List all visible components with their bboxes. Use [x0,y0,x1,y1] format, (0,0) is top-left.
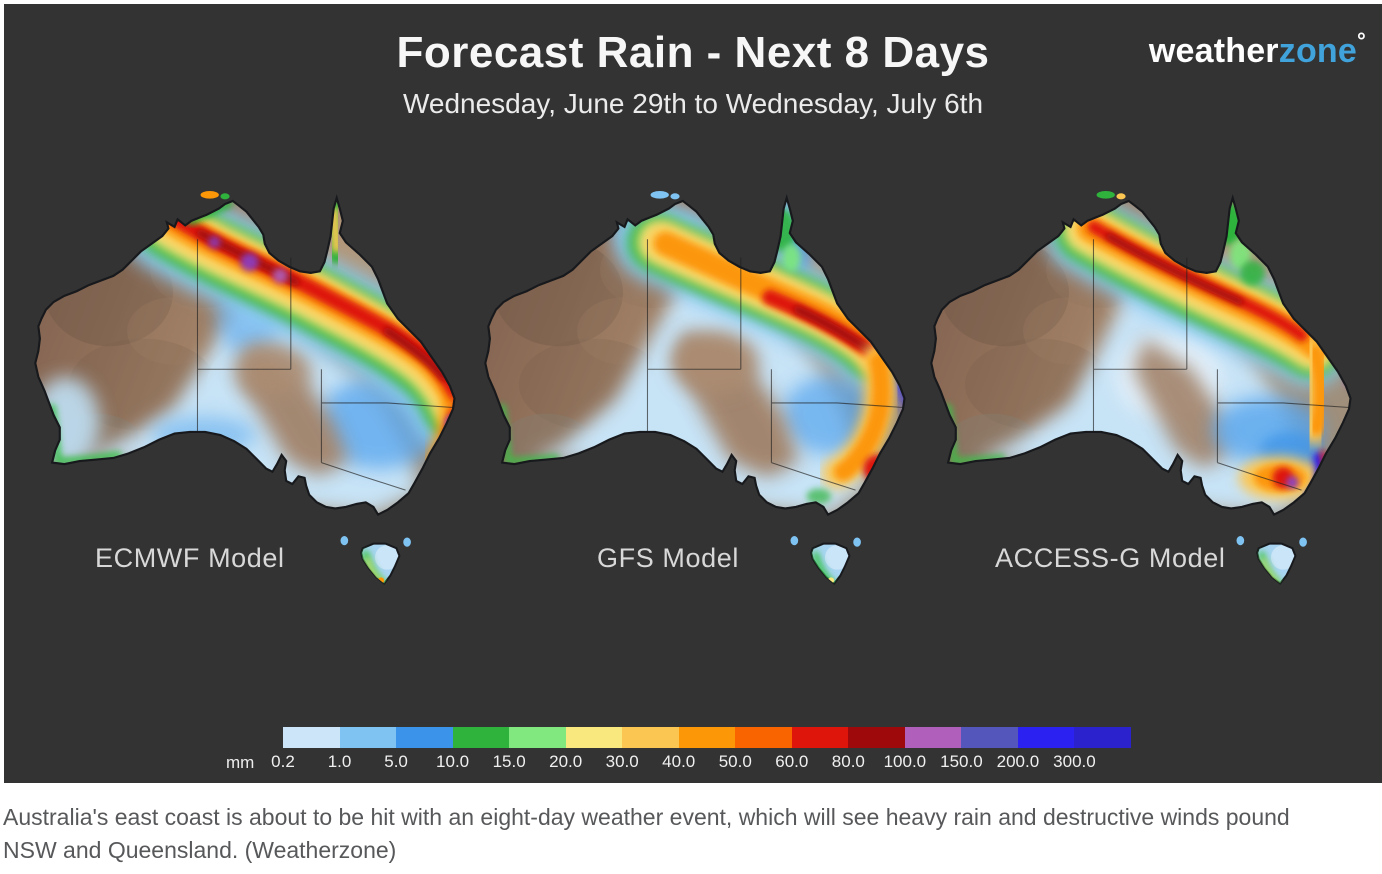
forecast-graphic-panel: Forecast Rain - Next 8 Days Wednesday, J… [4,4,1382,783]
legend-color-segment [283,727,340,748]
map-label-access-g: ACCESS-G Model [995,543,1226,573]
map-label-gfs: GFS Model [597,543,739,573]
legend-color-segment [961,727,1018,748]
forecast-maps-graphic [34,191,1352,722]
legend-tick-label: 1.0 [327,752,352,771]
legend-tick-label: 60.0 [775,752,809,771]
legend-color-segment [735,727,792,748]
legend-tick-label: 300.0 [1053,752,1096,771]
map-gfs [484,191,906,583]
legend-tick-label: 20.0 [549,752,583,771]
legend-color-segment [509,727,566,748]
legend-tick-label: 15.0 [492,752,526,771]
legend-tick-label: 0.2 [271,752,295,771]
logo-text-zone: zone [1278,32,1357,70]
legend-color-segment [396,727,453,748]
legend-color-segment [904,727,962,748]
weatherzone-logo: weatherzone° [1149,28,1366,71]
legend-color-segment [452,727,510,748]
legend-color-segment [339,727,397,748]
map-ecmwf [34,191,456,583]
legend-unit-label: mm [226,753,255,772]
date-range-subtitle: Wednesday, June 29th to Wednesday, July … [402,88,984,119]
legend-color-segment [1017,727,1075,748]
legend-tick-label: 80.0 [831,752,865,771]
map-label-ecmwf: ECMWF Model [95,543,285,573]
rainfall-color-scale [283,727,1131,748]
legend-tick-label: 100.0 [883,752,927,771]
legend-tick-label: 40.0 [662,752,696,771]
legend-tick-label: 5.0 [384,752,408,771]
legend-color-segment [622,727,679,748]
caption-line-2: NSW and Queensland. (Weatherzone) [3,837,397,863]
legend-color-segment [791,727,849,748]
legend-tick-label: 30.0 [605,752,639,771]
rainfall-scale-ticks: 0.2 1.0 5.0 10.0 15.0 20.0 30.0 40.0 50.0 60.0 80.… [271,752,1131,776]
page-title: Forecast Rain - Next 8 Days [396,28,990,77]
legend-tick-label: 50.0 [718,752,752,771]
map-access-g [930,191,1352,583]
logo-text-weather: weather [1148,32,1279,70]
degree-icon: ° [1357,28,1366,53]
legend-color-segment [678,727,736,748]
legend-color-segment [1074,727,1131,748]
legend-tick-label: 10.0 [436,752,470,771]
legend-color-segment [565,727,623,748]
legend-tick-label: 200.0 [996,752,1040,771]
image-caption: Australia's east coast is about to be hi… [3,801,1363,867]
legend-color-segment [848,727,905,748]
caption-line-1: Australia's east coast is about to be hi… [3,804,1290,830]
legend-tick-label: 150.0 [940,752,983,771]
